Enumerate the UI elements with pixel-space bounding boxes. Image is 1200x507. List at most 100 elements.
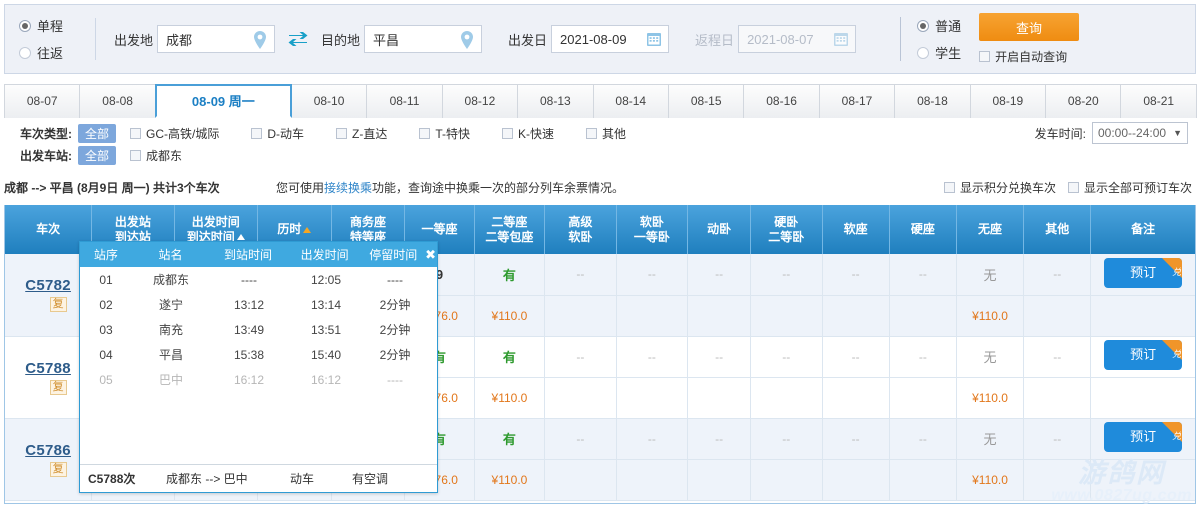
book-button[interactable]: 预订兑: [1104, 422, 1183, 452]
radio-roundtrip-icon[interactable]: [19, 46, 31, 59]
trip-type-roundtrip[interactable]: 往返: [19, 43, 95, 62]
auto-query-checkbox-icon[interactable]: [979, 51, 991, 62]
book-button[interactable]: 预订兑: [1104, 340, 1183, 370]
date-tab-08-08[interactable]: 08-08: [79, 84, 156, 118]
train-number-link[interactable]: C5788: [25, 359, 71, 377]
checkbox-icon[interactable]: [943, 182, 955, 193]
passenger-type-normal[interactable]: 普通: [917, 16, 979, 35]
checkbox-icon[interactable]: [419, 127, 431, 139]
query-button[interactable]: 查询: [979, 13, 1080, 41]
date-tab-08-10[interactable]: 08-10: [290, 84, 368, 118]
from-inputbox[interactable]: [157, 25, 276, 53]
trip-type-roundtrip-label: 往返: [37, 46, 64, 61]
seat-availability-cell: 有: [474, 418, 546, 460]
book-button[interactable]: 预订兑: [1104, 257, 1183, 288]
seat-na: --: [647, 349, 656, 364]
checkbox-icon[interactable]: [130, 127, 142, 139]
auto-query-label: 开启自动查询: [995, 50, 1068, 64]
train-type-checkbox-3[interactable]: T-特快: [419, 125, 470, 142]
depart-date-inputbox[interactable]: [551, 25, 670, 53]
date-tab-08-20[interactable]: 08-20: [1045, 84, 1122, 118]
from-label: 出发地: [114, 32, 154, 48]
date-tab-08-18[interactable]: 08-18: [894, 84, 971, 118]
station-checkbox-0[interactable]: 成都东: [130, 147, 182, 164]
summary-toggle-1[interactable]: 显示全部可预订车次: [1067, 179, 1192, 196]
seat-na: --: [782, 349, 791, 364]
seat-price-cell: [889, 459, 957, 501]
popup-stop-seq: 03: [99, 322, 113, 337]
summary-toggle-0[interactable]: 显示积分兑换车次: [943, 179, 1056, 196]
seat-na: --: [715, 431, 724, 446]
date-tab-08-09[interactable]: 08-09 周一: [154, 84, 292, 118]
swap-stations-button[interactable]: [287, 28, 309, 50]
radio-oneway-icon[interactable]: [19, 19, 31, 32]
table-header-13: 无座: [956, 205, 1025, 254]
train-type-checkbox-2[interactable]: Z-直达: [336, 125, 387, 142]
depart-time-select[interactable]: 00:00--24:00 ▼: [1092, 122, 1188, 144]
seat-price: ¥110.0: [972, 390, 1008, 405]
train-type-checkbox-5[interactable]: 其他: [586, 125, 626, 142]
checkbox-icon[interactable]: [251, 127, 263, 139]
query-column: 查询 开启自动查询: [979, 13, 1080, 65]
trip-type-oneway[interactable]: 单程: [19, 16, 95, 35]
train-type-all-button[interactable]: 全部: [78, 123, 117, 143]
return-date-label: 返程日: [695, 32, 735, 48]
checkbox-icon[interactable]: [1067, 182, 1079, 193]
seat-price-cell: [750, 459, 823, 501]
divider: [900, 17, 902, 61]
radio-student-icon[interactable]: [917, 46, 930, 59]
transfer-link[interactable]: 接续换乘: [324, 181, 373, 195]
location-pin-icon[interactable]: [459, 30, 475, 53]
train-type-checkbox-1[interactable]: D-动车: [251, 125, 304, 142]
seat-na: --: [918, 267, 927, 282]
date-tab-08-19[interactable]: 08-19: [969, 84, 1047, 118]
popup-stop-stay: ----: [387, 372, 403, 387]
trip-type-oneway-label: 单程: [37, 19, 64, 34]
passenger-type-student[interactable]: 学生: [917, 43, 979, 62]
date-tab-08-11[interactable]: 08-11: [366, 84, 443, 118]
seat-availability-cell: --: [750, 418, 823, 460]
close-icon[interactable]: ✖: [425, 246, 436, 262]
seat-na: --: [851, 431, 860, 446]
date-tab-08-15[interactable]: 08-15: [667, 84, 745, 118]
table-header-line: 二等座: [491, 214, 528, 229]
date-tab-08-16[interactable]: 08-16: [743, 84, 820, 118]
seat-na: --: [782, 431, 791, 446]
sort-ascending-icon[interactable]: [236, 234, 245, 241]
train-type-checkbox-label: D-动车: [267, 126, 305, 141]
sort-ascending-icon[interactable]: [303, 226, 312, 233]
chevron-down-icon[interactable]: ▼: [1173, 128, 1182, 138]
train-number-link[interactable]: C5786: [25, 441, 71, 459]
seat-available: 有: [502, 267, 516, 283]
date-tab-08-12[interactable]: 08-12: [441, 84, 519, 118]
table-header-line: 软卧: [568, 229, 593, 244]
date-tab-08-21[interactable]: 08-21: [1120, 84, 1197, 118]
summary-toggle-label: 显示全部可预订车次: [1083, 181, 1192, 195]
popup-stop-name: 平昌: [158, 348, 183, 362]
checkbox-icon[interactable]: [130, 149, 142, 161]
seat-availability-cell: 有: [474, 336, 546, 378]
popup-header: 站序 站名 到站时间 出发时间 停留时间 ✖: [80, 242, 437, 267]
table-header-line: 动卧: [707, 222, 732, 236]
popup-stop-seq: 05: [99, 372, 113, 387]
checkbox-icon[interactable]: [586, 127, 598, 139]
calendar-icon[interactable]: [646, 31, 662, 50]
train-type-checkbox-4[interactable]: K-快速: [502, 125, 554, 142]
table-row-prices: ¥176.0 ¥110.0 ¥110.0: [5, 295, 1195, 337]
date-tab-08-13[interactable]: 08-13: [517, 84, 594, 118]
return-date-inputbox[interactable]: [738, 25, 857, 53]
train-number-link[interactable]: C5782: [25, 277, 71, 295]
calendar-icon[interactable]: [833, 31, 849, 50]
checkbox-icon[interactable]: [502, 127, 514, 139]
train-type-checkbox-0[interactable]: GC-高铁/城际: [130, 125, 219, 142]
location-pin-icon[interactable]: [252, 30, 268, 53]
checkbox-icon[interactable]: [336, 127, 348, 139]
station-all-button[interactable]: 全部: [78, 145, 117, 165]
depart-time-filter: 发车时间: 00:00--24:00 ▼: [1035, 122, 1188, 144]
auto-query-toggle[interactable]: 开启自动查询: [979, 48, 1067, 65]
to-inputbox[interactable]: [364, 25, 483, 53]
radio-normal-icon[interactable]: [917, 19, 930, 32]
date-tab-08-14[interactable]: 08-14: [592, 84, 669, 118]
date-tab-08-17[interactable]: 08-17: [818, 84, 896, 118]
date-tab-08-07[interactable]: 08-07: [4, 84, 81, 118]
